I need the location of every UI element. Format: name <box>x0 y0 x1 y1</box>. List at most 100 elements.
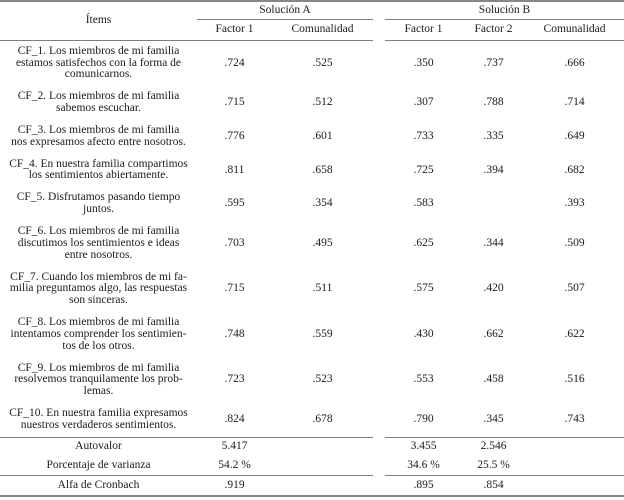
b-factor1-value: .733 <box>413 129 434 142</box>
alfa-label: Alfa de Cronbach <box>0 475 197 497</box>
b-factor2-value <box>462 187 525 221</box>
b-factor1-value: .575 <box>413 282 434 295</box>
b-comunalidad-value: .393 <box>564 197 585 210</box>
column-gap <box>373 154 385 188</box>
table-row-cf10: CF_10. En nuestra familia expresamos nue… <box>0 403 624 437</box>
b-comunalidad-value: .666 <box>564 56 585 69</box>
b-comunalidad-value: .714 <box>564 96 585 109</box>
alfa-b-factor1: .895 <box>385 475 462 497</box>
varianza-b-factor1: 34.6 % <box>407 459 440 472</box>
a-factor1-value: .824 <box>224 413 245 426</box>
column-gap <box>373 86 385 120</box>
b-factor2-header: Factor 2 <box>462 19 525 41</box>
table-row-cf6: CF_6. Los miembros de mi familia discuti… <box>0 221 624 267</box>
alfa-b-factor2: .854 <box>462 475 525 497</box>
a-comunalidad-value: .495 <box>312 236 333 249</box>
item-text: CF_9. Los miembros de mi familia resolve… <box>14 361 183 398</box>
a-factor1-value: .595 <box>224 197 245 210</box>
b-factor2-value: .420 <box>483 282 504 295</box>
a-factor1-value: .776 <box>224 129 245 142</box>
solution-a-header: Solución A <box>197 1 373 20</box>
a-factor1-value: .811 <box>224 163 245 176</box>
column-gap <box>373 476 385 496</box>
varianza-b-factor2: 25.5 % <box>477 459 510 472</box>
column-gap <box>373 221 385 267</box>
a-factor1-value: .715 <box>224 282 245 295</box>
column-gap <box>373 457 385 476</box>
b-comunalidad-value: .649 <box>564 129 585 142</box>
a-factor1-value: .724 <box>224 56 245 69</box>
table-row-cf9: CF_9. Los miembros de mi familia resolve… <box>0 358 624 404</box>
column-gap <box>373 312 385 358</box>
b-factor1-value: .625 <box>413 236 434 249</box>
b-comunalidad-value: .682 <box>564 163 585 176</box>
a-factor1-value: .748 <box>224 327 245 340</box>
autovalor-b-factor2: 2.546 <box>462 436 525 457</box>
varianza-a-empty <box>272 457 373 476</box>
b-comunalidad-value: .507 <box>564 282 585 295</box>
b-factor1-header: Factor 1 <box>385 19 462 41</box>
column-gap <box>373 437 385 456</box>
item-text: CF_7. Cuando los miembros de mi fa- mili… <box>9 270 188 307</box>
solution-b-header: Solución B <box>385 1 624 20</box>
item-text: CF_10. En nuestra familia expresamos nue… <box>9 407 188 431</box>
a-comunalidad-value: .511 <box>312 282 333 295</box>
table-row-cf3: CF_3. Los miembros de mi familia nos exp… <box>0 120 624 154</box>
column-gap <box>373 267 385 313</box>
a-comunalidad-value: .601 <box>312 129 333 142</box>
item-text: CF_2. Los miembros de mi familia sabemos… <box>17 90 180 115</box>
varianza-label: Porcentaje de varianza <box>46 459 151 472</box>
alfa-b-empty <box>525 475 624 497</box>
b-factor1-value: .725 <box>413 163 434 176</box>
spanner-row: Ítems Solución A Solución B <box>0 1 624 41</box>
item-text: CF_3. Los miembros de mi familia nos exp… <box>11 123 186 148</box>
a-factor1-header: Factor 1 <box>197 19 272 41</box>
autovalor-a-empty <box>272 436 373 457</box>
item-text: CF_8. Los miembros de mi familia intenta… <box>10 316 187 352</box>
table-row-cf1: CF_1. Los miembros de mi familia estamos… <box>0 40 624 86</box>
b-comunalidad-value: .622 <box>564 327 585 340</box>
table-row-cf4: CF_4. En nuestra familia compartimos los… <box>0 154 624 188</box>
table-body: CF_1. Los miembros de mi familia estamos… <box>0 40 624 437</box>
item-text: CF_4. En nuestra familia compartimos los… <box>9 157 188 182</box>
alfa-a-empty <box>272 475 373 497</box>
a-comunalidad-value: .512 <box>312 96 333 109</box>
table-header: Ítems Solución A Solución B Factor 1 Com… <box>0 1 624 41</box>
varianza-row: Porcentaje de varianza 54.2 % 34.6 % 25.… <box>0 457 624 476</box>
b-comunalidad-value: .509 <box>564 236 585 249</box>
column-gap <box>373 120 385 154</box>
alfa-a-factor1: .919 <box>197 475 272 497</box>
b-factor2-value: .662 <box>483 327 504 340</box>
b-factor2-value: .737 <box>483 56 504 69</box>
b-factor2-value: .458 <box>483 373 504 386</box>
column-gap <box>373 1 385 40</box>
autovalor-row: Autovalor 5.417 3.455 2.546 <box>0 436 624 457</box>
subheader-row: Factor 1 Comunalidad Factor 1 Factor 2 C… <box>0 19 624 41</box>
table-row-cf7: CF_7. Cuando los miembros de mi fa- mili… <box>0 267 624 313</box>
a-comunalidad-value: .658 <box>312 163 333 176</box>
b-factor2-value: .345 <box>483 413 504 426</box>
b-comunalidad-value: .516 <box>564 373 585 386</box>
a-factor1-value: .723 <box>224 373 245 386</box>
autovalor-a-factor1: 5.417 <box>197 436 272 457</box>
varianza-a-factor1: 54.2 % <box>218 459 251 472</box>
b-comunalidad-header: Comunalidad <box>525 19 624 41</box>
b-factor2-value: .344 <box>483 236 504 249</box>
b-factor1-value: .790 <box>413 413 434 426</box>
a-factor1-value: .715 <box>224 96 245 109</box>
b-comunalidad-value: .743 <box>564 413 585 426</box>
b-factor2-value: .394 <box>483 163 504 176</box>
column-gap <box>373 40 385 86</box>
column-gap <box>373 187 385 221</box>
varianza-b-empty <box>525 457 624 476</box>
item-text: CF_5. Disfrutamos pasando tiempo juntos. <box>16 191 181 216</box>
table-row-cf2: CF_2. Los miembros de mi familia sabemos… <box>0 86 624 120</box>
table-footer: Autovalor 5.417 3.455 2.546 Porcentaje d… <box>0 436 624 497</box>
b-factor1-value: .307 <box>413 96 434 109</box>
autovalor-b-factor1: 3.455 <box>385 436 462 457</box>
a-comunalidad-value: .559 <box>312 327 333 340</box>
b-factor1-value: .553 <box>413 373 434 386</box>
a-comunalidad-header: Comunalidad <box>272 19 373 41</box>
b-factor2-value: .335 <box>483 129 504 142</box>
